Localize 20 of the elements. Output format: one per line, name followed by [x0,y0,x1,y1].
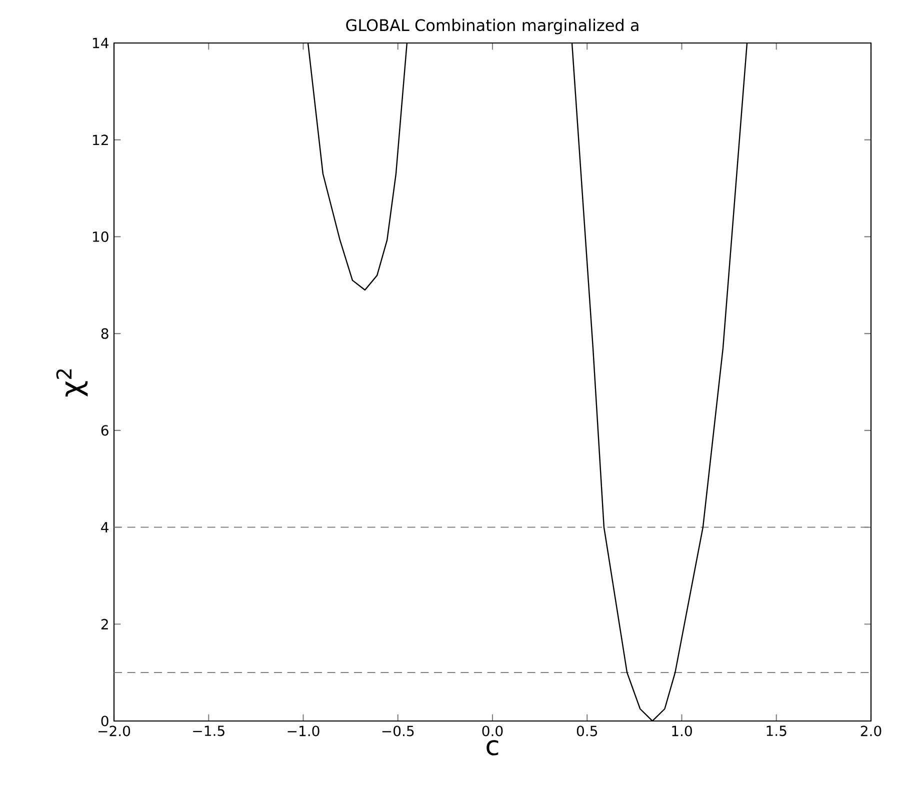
x-tick-label: −1.5 [193,726,224,736]
x-axis-title: c [486,740,498,756]
y-tick-label: 6 [101,425,108,436]
x-tick-label: 0.5 [576,726,598,736]
y-tick-label: 12 [93,134,108,146]
x-tick-label: 1.5 [766,726,786,736]
x-tick-label: 2.0 [860,726,882,736]
x-tick-label: −1.0 [288,726,320,736]
y-tick-label: 10 [93,231,108,242]
y-tick-label: 0 [101,716,108,726]
y-axis-title: χ$^{2}$ [56,369,88,396]
y-tick-label: 4 [101,522,108,532]
x-tick-label: 1.0 [672,726,692,736]
x-tick-label: 0.0 [482,726,503,736]
x-tick-label: −0.5 [382,726,414,736]
y-tick-label: 2 [101,618,108,630]
chart-title: GLOBAL Combination marginalized a [346,18,638,34]
x-tick-label: −2.0 [98,726,130,736]
y-tick-label: 14 [93,38,108,48]
y-tick-label: 8 [101,328,108,339]
